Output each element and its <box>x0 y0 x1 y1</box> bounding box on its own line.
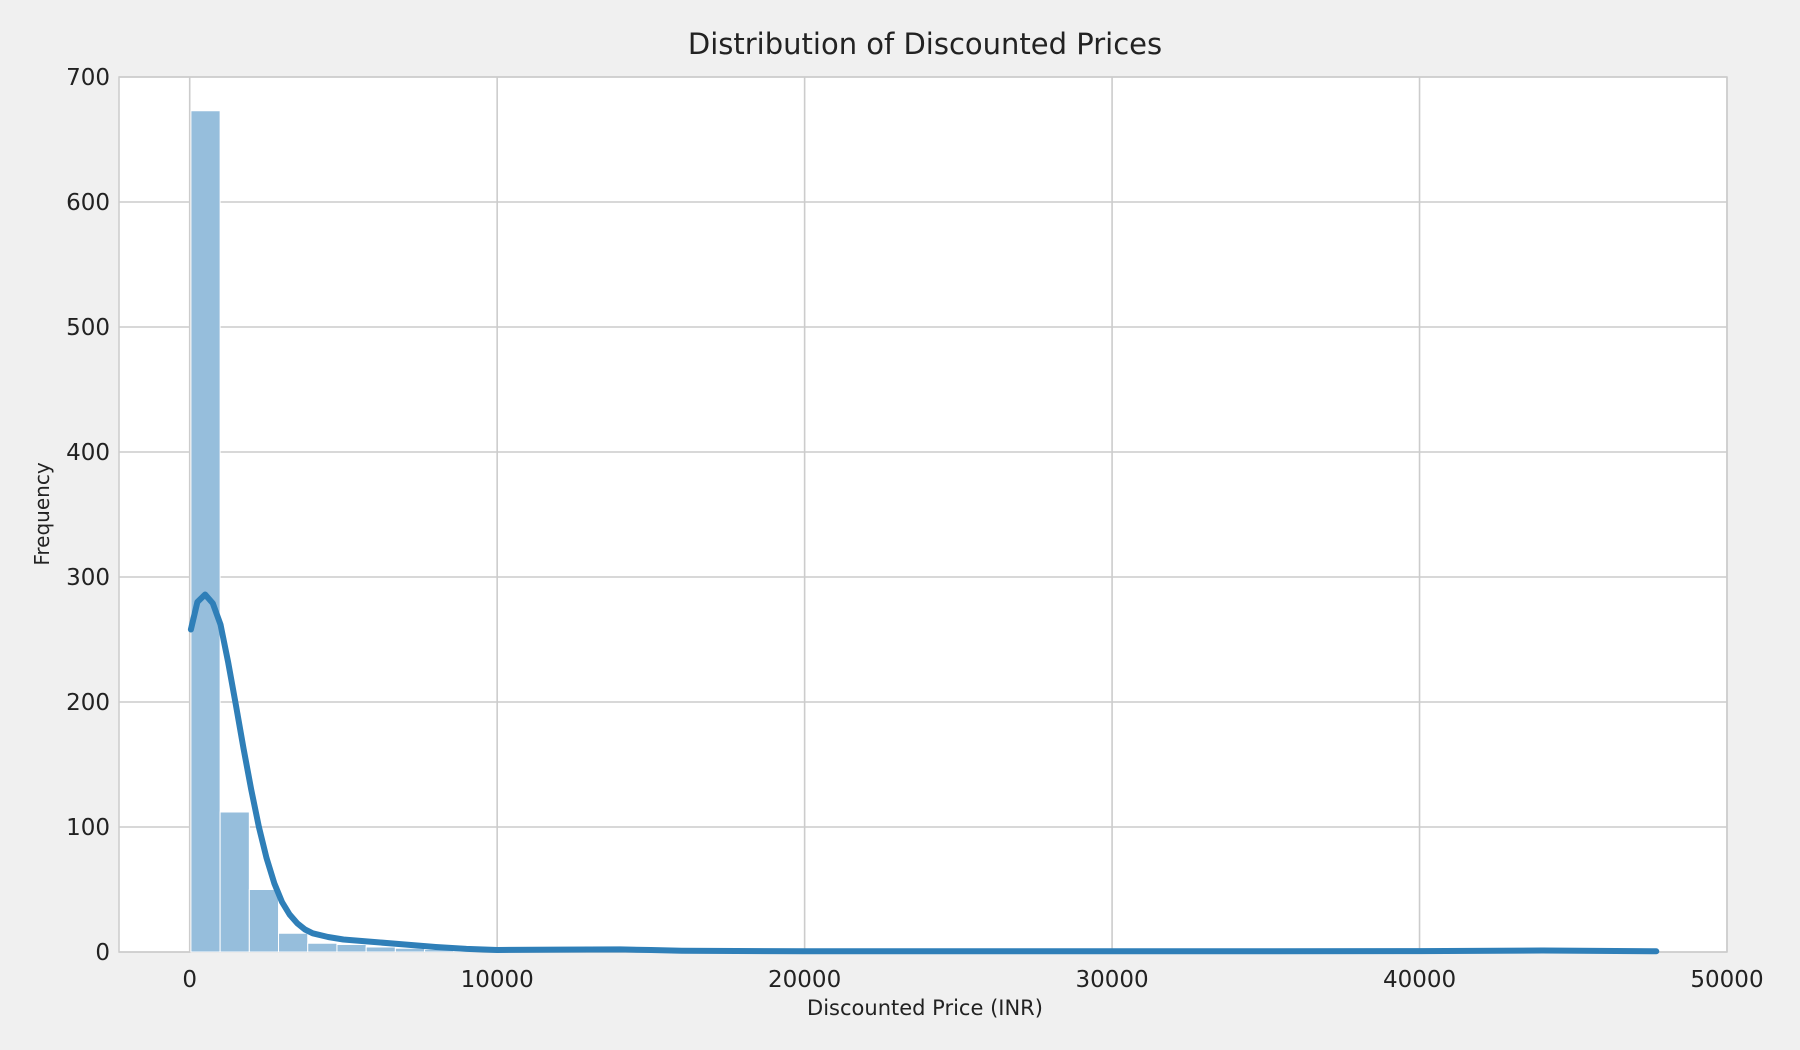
chart-title: Distribution of Discounted Prices <box>688 27 1162 61</box>
y-axis-label: Frequency <box>30 462 54 565</box>
y-tick-label: 100 <box>66 815 110 841</box>
histogram-bar <box>219 811 250 953</box>
x-tick-label: 0 <box>182 967 197 993</box>
y-tick-label: 700 <box>66 65 110 91</box>
histogram-bar <box>307 942 338 953</box>
histogram-bar <box>336 944 367 953</box>
histogram-bar <box>190 110 221 953</box>
grid-lines <box>119 76 1728 953</box>
x-tick-label: 30000 <box>1076 967 1149 993</box>
histogram-bar <box>248 889 280 953</box>
x-tick-labels: 0 10000 20000 30000 40000 50000 <box>182 967 1763 993</box>
histogram-bar <box>365 946 396 953</box>
x-tick-label: 50000 <box>1690 967 1763 993</box>
y-tick-label: 0 <box>95 940 110 966</box>
histogram-bar <box>278 932 309 953</box>
plot-area <box>118 76 1728 953</box>
x-axis-label: Discounted Price (INR) <box>807 996 1043 1020</box>
y-tick-label: 500 <box>66 315 110 341</box>
x-tick-label: 40000 <box>1383 967 1456 993</box>
y-tick-label: 200 <box>66 690 110 716</box>
histogram-bar <box>394 947 426 953</box>
histogram-bars <box>190 110 1652 953</box>
y-tick-label: 600 <box>66 190 110 216</box>
x-tick-label: 20000 <box>768 967 841 993</box>
x-tick-label: 10000 <box>461 967 534 993</box>
y-tick-labels: 0 100 200 300 400 500 600 700 <box>66 65 110 966</box>
kde-curve <box>187 591 1660 955</box>
y-tick-label: 400 <box>66 440 110 466</box>
y-tick-label: 300 <box>66 565 110 591</box>
